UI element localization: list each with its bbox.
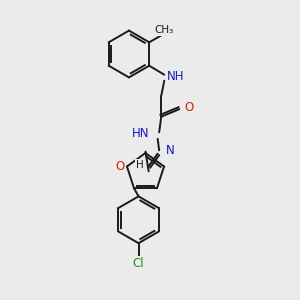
Text: NH: NH <box>167 70 185 83</box>
Text: N: N <box>166 144 175 157</box>
Text: O: O <box>185 101 194 114</box>
Text: O: O <box>116 160 125 173</box>
Text: H: H <box>136 160 144 170</box>
Text: Cl: Cl <box>133 257 144 270</box>
Text: CH₃: CH₃ <box>154 25 173 35</box>
Text: HN: HN <box>132 127 149 140</box>
